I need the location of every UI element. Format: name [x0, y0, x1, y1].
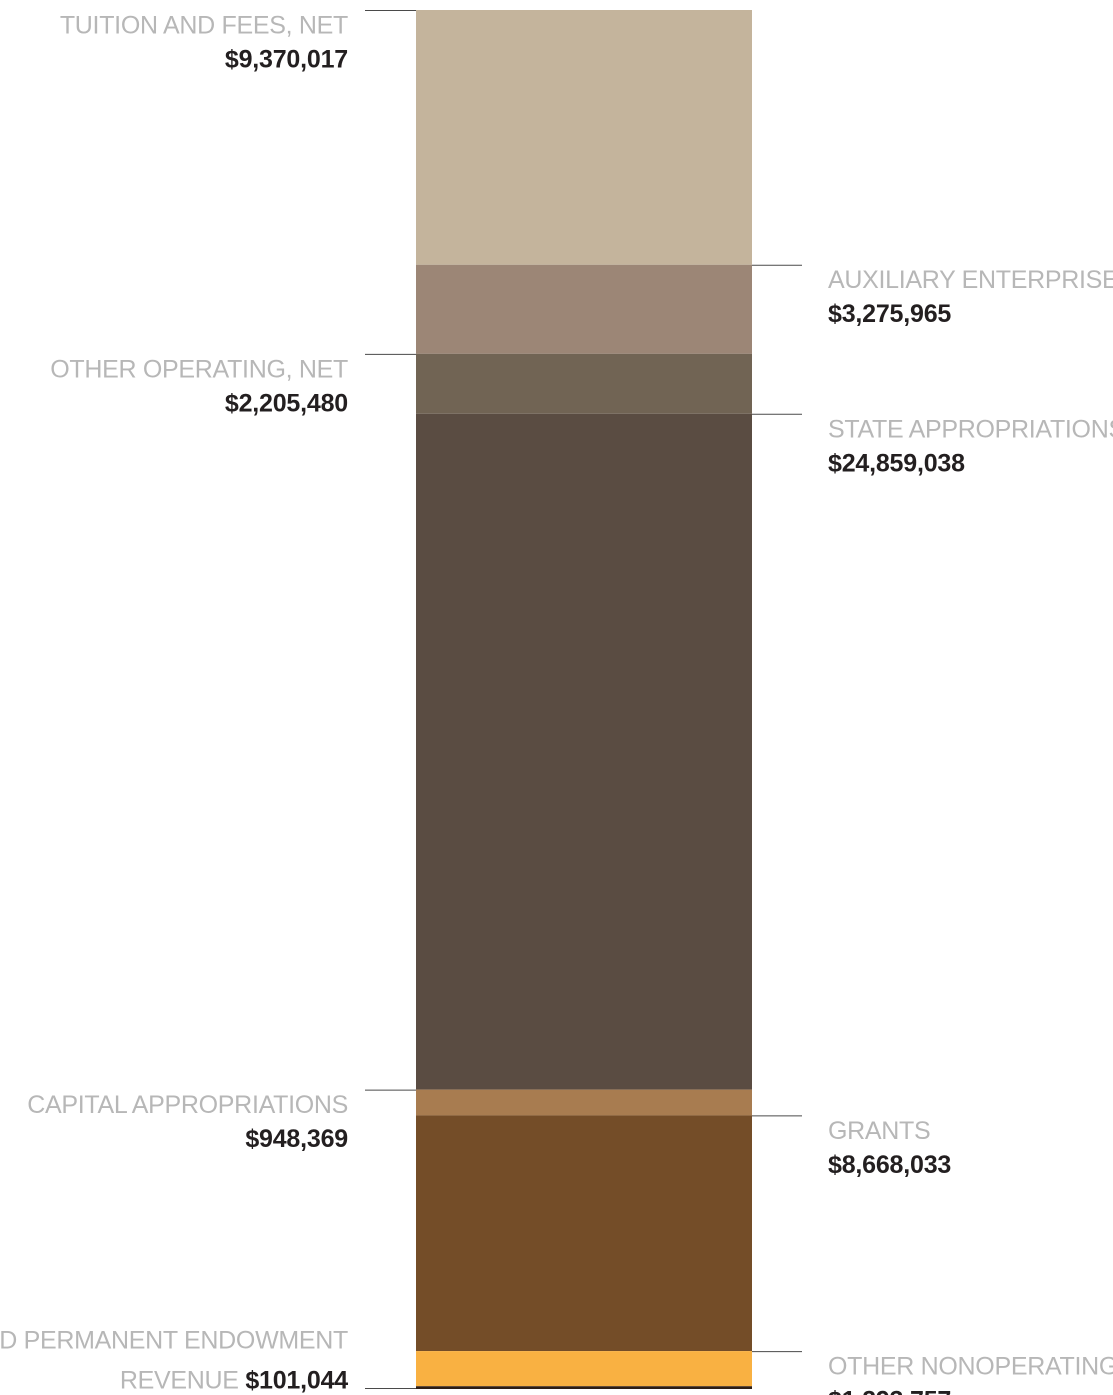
segment-labels: TUITION AND FEES, NET $9,370,017 AUXILIARY… — [0, 10, 1113, 1395]
label-name-capital-and-permanent-endowment-revenue: CAPITAL AND PERMANENT ENDOWMENT — [0, 1327, 348, 1355]
bar-segment-grants — [416, 1115, 752, 1352]
bar-segment-state-appropriations — [416, 413, 752, 1090]
label-value-grants: $8,668,033 — [828, 1151, 951, 1179]
bar-segment-other-nonoperating-revenues — [416, 1351, 752, 1387]
label-name-auxiliary-enterprises-net: AUXILIARY ENTERPRISES, NET — [828, 266, 1113, 294]
label-name-tuition-and-fees-net: TUITION AND FEES, NET — [60, 12, 348, 40]
label-name-other-nonoperating-revenues: OTHER NONOPERATING REVENUES — [828, 1353, 1113, 1381]
label-value-state-appropriations: $24,859,038 — [828, 449, 965, 477]
label-value-other-nonoperating-revenues: $1,293,757 — [828, 1387, 951, 1395]
bar-segment-capital-and-permanent-endowment-revenue — [416, 1386, 752, 1389]
bar-segment-auxiliary-enterprises-net — [416, 264, 752, 354]
bar-segment-capital-appropriations — [416, 1089, 752, 1116]
label-name-state-appropriations: STATE APPROPRIATIONS — [828, 415, 1113, 443]
bar-segment-other-operating-net — [416, 353, 752, 414]
label-name-grants: GRANTS — [828, 1117, 930, 1145]
label-value-tuition-and-fees-net: $9,370,017 — [225, 46, 348, 74]
label-name-capital-appropriations: CAPITAL APPROPRIATIONS — [27, 1091, 348, 1119]
label-value-capital-and-permanent-endowment-revenue: REVENUE $101,044 — [120, 1367, 348, 1395]
bar-segments — [416, 10, 752, 1389]
label-value-auxiliary-enterprises-net: $3,275,965 — [828, 300, 951, 328]
label-value-capital-appropriations: $948,369 — [245, 1125, 348, 1153]
label-value-other-operating-net: $2,205,480 — [225, 389, 348, 417]
label-name-other-operating-net: OTHER OPERATING, NET — [50, 355, 348, 383]
bar-segment-tuition-and-fees-net — [416, 10, 752, 265]
